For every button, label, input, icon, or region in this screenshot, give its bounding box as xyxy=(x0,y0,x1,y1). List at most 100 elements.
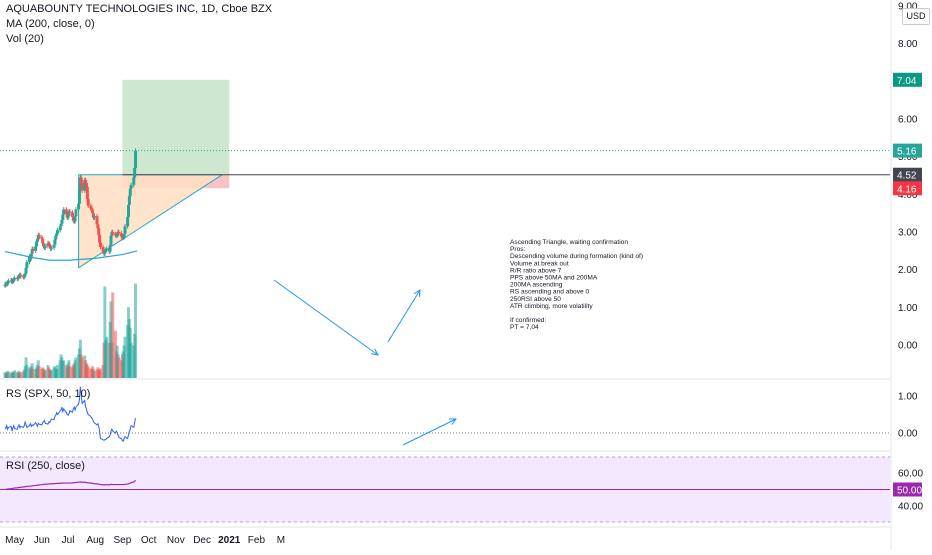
candle xyxy=(49,246,53,249)
price-badge-bg xyxy=(893,181,922,196)
candle xyxy=(11,280,15,282)
rs-line xyxy=(4,386,137,442)
volume-bar xyxy=(56,365,60,378)
time-tick-label: Sep xyxy=(113,535,131,546)
candle xyxy=(28,256,32,263)
candle xyxy=(103,251,107,254)
candle xyxy=(77,203,81,210)
candle xyxy=(132,177,136,185)
price-badge: 5.16 xyxy=(897,147,917,158)
volume-bar xyxy=(31,368,35,378)
analysis-note-line: 200MA ascending xyxy=(510,282,563,289)
time-tick-label: Oct xyxy=(141,535,157,546)
volume-bar xyxy=(49,369,53,378)
volume-up-arrow-head xyxy=(413,289,421,298)
candle xyxy=(134,150,138,168)
volume-legend-label[interactable]: Vol (20) xyxy=(6,33,44,45)
rs-up-arrow xyxy=(402,418,457,446)
analysis-note-line: Pros: xyxy=(510,246,526,253)
volume-bar xyxy=(105,336,109,378)
analysis-note-line: R/R ratio above 7 xyxy=(510,267,562,274)
candle xyxy=(25,262,29,268)
candle xyxy=(23,273,27,276)
candle xyxy=(98,235,102,243)
candle xyxy=(70,212,74,217)
candle xyxy=(133,167,137,178)
analysis-note-line: RS ascending and above 0 xyxy=(510,289,590,296)
candle xyxy=(67,211,71,217)
volume-bar xyxy=(129,342,133,378)
candle xyxy=(84,180,88,184)
candle xyxy=(47,243,51,245)
candle xyxy=(80,183,84,191)
volume-bar xyxy=(7,372,11,378)
rsi-pane-label[interactable]: RSI (250, close) xyxy=(6,460,85,472)
ma200-line xyxy=(4,250,138,261)
rs-up-arrow-head xyxy=(448,418,458,425)
candle xyxy=(48,244,52,247)
candle xyxy=(101,247,105,252)
candle xyxy=(79,177,83,184)
candle xyxy=(97,228,101,236)
candle xyxy=(71,216,75,221)
profit-zone xyxy=(122,79,230,175)
price-badge: 4.52 xyxy=(897,171,917,182)
currency-button[interactable]: USD xyxy=(902,8,930,25)
price-tick-label: 6.00 xyxy=(898,114,918,125)
analysis-note-line: Ascending Triangle, waiting confirmation xyxy=(510,239,628,246)
time-tick-label: Jun xyxy=(34,535,50,546)
candle xyxy=(128,188,132,197)
analysis-note: Ascending Triangle, waiting confirmation… xyxy=(510,239,643,331)
ma-legend-label[interactable]: MA (200, close, 0) xyxy=(6,18,95,30)
candle xyxy=(127,196,131,205)
volume-bar xyxy=(19,372,23,378)
candle xyxy=(115,234,119,236)
volume-bar xyxy=(123,336,127,378)
candle xyxy=(56,230,60,234)
analysis-note-line: PT = 7,04 xyxy=(510,324,539,331)
volume-bar xyxy=(74,357,78,378)
price-tick-label: 4.00 xyxy=(898,190,918,201)
rs-tick-label: 0.00 xyxy=(898,429,918,440)
candle xyxy=(86,198,90,206)
candle xyxy=(104,250,108,252)
candle xyxy=(74,209,78,217)
candle xyxy=(24,267,28,274)
candle xyxy=(34,246,38,251)
price-badge: 4.16 xyxy=(897,184,917,195)
volume-bar xyxy=(111,292,115,378)
candle xyxy=(117,231,121,234)
rsi-tick-label: 40.00 xyxy=(898,502,923,513)
analysis-note-line: PPS above 50MA and 200MA xyxy=(510,275,598,282)
chart-title: AQUABOUNTY TECHNOLOGIES INC, 1D, Cboe BZ… xyxy=(6,3,273,15)
rsi-tick-label: 60.00 xyxy=(898,469,923,480)
candle xyxy=(129,184,133,189)
candle xyxy=(92,216,96,218)
candle xyxy=(126,216,130,227)
candle xyxy=(91,213,95,218)
analysis-note-line xyxy=(510,310,512,317)
price-badge-bg xyxy=(893,72,922,87)
candle xyxy=(17,276,21,278)
candle xyxy=(40,237,44,239)
candle xyxy=(66,216,70,218)
candle xyxy=(77,190,81,204)
candle xyxy=(3,284,7,286)
volume-bar xyxy=(68,366,72,378)
candle xyxy=(41,238,45,244)
candle xyxy=(62,209,66,215)
rs-pane-label[interactable]: RS (SPX, 50, 10) xyxy=(6,388,91,400)
candle xyxy=(95,216,99,225)
volume-down-arrow xyxy=(273,279,379,356)
rsi-badge-bg xyxy=(893,482,922,497)
candle xyxy=(52,244,56,248)
candle xyxy=(78,177,82,191)
candle xyxy=(84,183,88,187)
candle xyxy=(49,247,53,249)
candle xyxy=(68,211,72,213)
price-tick-label: 0.00 xyxy=(898,341,918,352)
candle xyxy=(85,186,89,199)
time-tick-label: Jul xyxy=(62,535,75,546)
candle xyxy=(42,243,46,247)
